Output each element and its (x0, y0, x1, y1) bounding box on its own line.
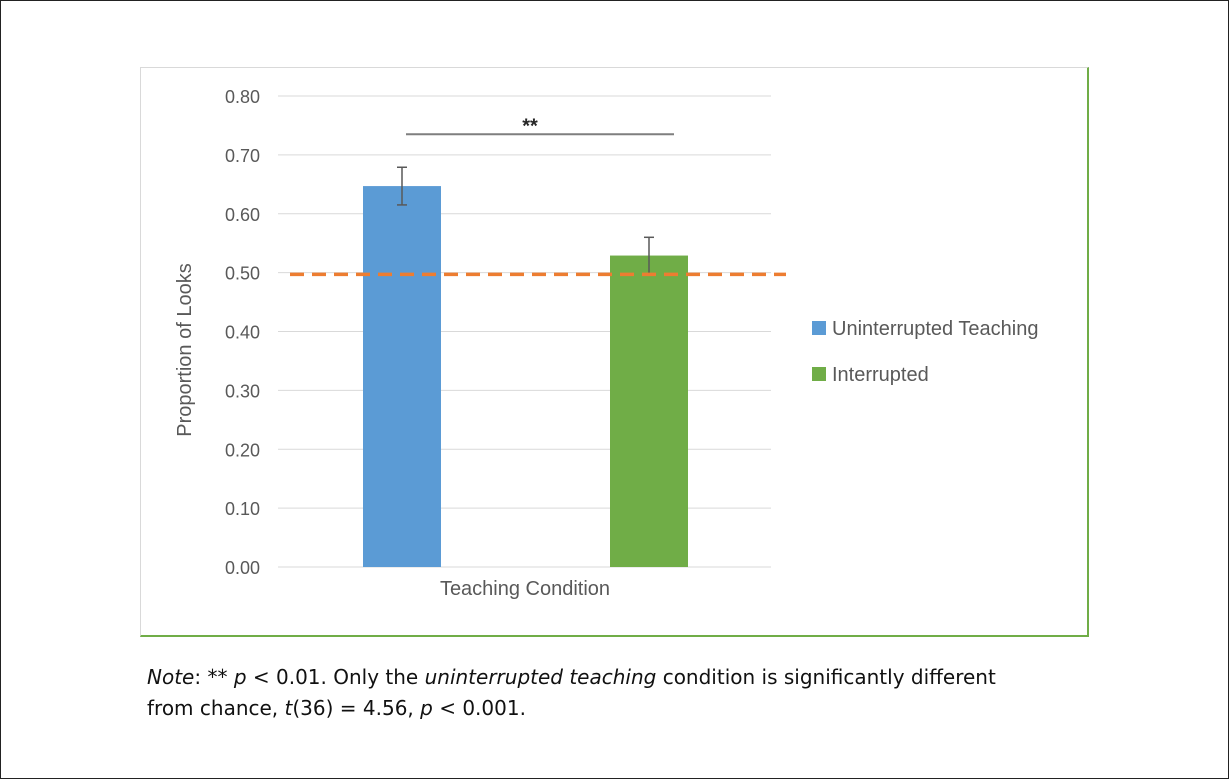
y-tick-label-8: 0.80 (225, 87, 260, 107)
note-lead: Note (147, 665, 195, 689)
significance-stars: ** (522, 115, 538, 137)
note-colon: : (194, 665, 202, 689)
gridlines (278, 95, 771, 568)
significance-bracket: ** (406, 115, 674, 137)
note-text-4: (36) = 4.56, (292, 696, 421, 720)
y-tick-label-6: 0.60 (225, 205, 260, 225)
note-stars: ** (201, 665, 234, 689)
legend: Uninterrupted Teaching Interrupted (812, 318, 1038, 386)
y-tick-label-2: 0.20 (225, 440, 260, 460)
note-text-2: condition is significantly different (656, 665, 996, 689)
note-text-3: from chance, (147, 696, 285, 720)
figure-note: Note: ** p < 0.01. Only the uninterrupte… (147, 662, 1147, 724)
bar-chart: 0.000.100.200.300.400.500.600.700.80 ** … (174, 87, 1038, 600)
note-text-1: < 0.01. Only the (246, 665, 425, 689)
bar-interrupted (610, 255, 688, 567)
y-tick-label-3: 0.30 (225, 381, 260, 401)
y-tick-label-7: 0.70 (225, 146, 260, 166)
bar-uninterrupted-teaching (363, 186, 441, 568)
error-bars (397, 166, 654, 275)
y-tick-label-1: 0.10 (225, 499, 260, 519)
note-text-5: < 0.001. (432, 696, 526, 720)
bars (363, 186, 688, 568)
x-axis-label: Teaching Condition (440, 578, 610, 600)
y-tick-labels: 0.00 0.10 0.20 0.30 0.40 0.50 0.60 0.70 0.80 (225, 87, 260, 578)
note-condition-italic: uninterrupted teaching (424, 665, 657, 689)
y-tick-label-0: 0.00 (225, 558, 260, 578)
legend-label-0: Uninterrupted Teaching (832, 318, 1038, 340)
note-p-symbol: p (233, 665, 247, 689)
y-tick-label-4: 0.40 (225, 323, 260, 343)
note-t-symbol: t (284, 696, 293, 720)
y-axis-label: Proportion of Looks (174, 263, 196, 436)
y-tick-label-5: 0.50 (225, 264, 260, 284)
legend-swatch-0 (812, 321, 826, 335)
chart-box: 0.00 0.10 0.20 0.30 0.40 0.50 0.60 0.70 0.80 ** … (140, 67, 1089, 637)
legend-swatch-1 (812, 367, 826, 381)
note-p-symbol-2: p (420, 696, 433, 720)
legend-label-1: Interrupted (832, 364, 929, 386)
